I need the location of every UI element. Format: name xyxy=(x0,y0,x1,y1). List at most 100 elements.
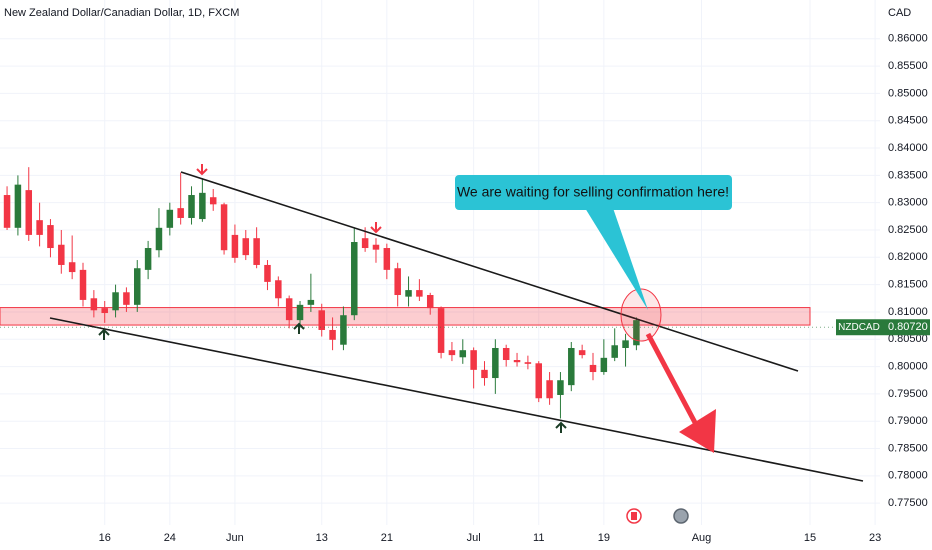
candle-body xyxy=(448,350,456,356)
candle-body xyxy=(426,295,434,309)
y-tick-label: 0.83000 xyxy=(888,197,928,209)
y-tick-label: 0.85000 xyxy=(888,87,928,99)
y-tick-label: 0.84500 xyxy=(888,115,928,127)
candle-body xyxy=(253,238,260,265)
y-tick-label: 0.82000 xyxy=(888,251,928,263)
x-tick-label: Jul xyxy=(467,532,481,544)
candle-body xyxy=(524,362,532,364)
symbol-label: NZDCAD xyxy=(838,322,880,333)
callout-text: We are waiting for selling confirmation … xyxy=(457,184,729,200)
candle-body xyxy=(14,184,22,228)
candle-body xyxy=(79,269,87,300)
candle-body xyxy=(231,234,239,258)
candle-body xyxy=(155,227,163,251)
candle-body xyxy=(47,225,54,249)
y-tick-label: 0.80000 xyxy=(888,360,928,372)
candle-body xyxy=(264,264,271,282)
candle-body xyxy=(199,192,206,220)
candle-body xyxy=(296,304,304,321)
candle-body xyxy=(166,209,174,228)
candle-body xyxy=(416,290,423,297)
candle-body xyxy=(578,350,586,356)
y-tick-label: 0.83500 xyxy=(888,169,928,181)
x-tick-label: 19 xyxy=(598,532,610,544)
candle-body xyxy=(188,195,195,218)
lower-trendline xyxy=(49,317,864,482)
y-tick-label: 0.85500 xyxy=(888,60,928,72)
candle-body xyxy=(36,220,43,235)
callout-box xyxy=(455,175,732,210)
candle-body xyxy=(112,292,119,311)
candle-body xyxy=(351,242,358,316)
y-tick-label: 0.78500 xyxy=(888,442,928,454)
event-icon[interactable] xyxy=(673,508,689,524)
candle-body xyxy=(101,308,108,314)
x-tick-label: 21 xyxy=(381,532,393,544)
candle-body xyxy=(134,268,141,305)
down-arrow xyxy=(370,222,382,234)
y-tick-label: 0.79500 xyxy=(888,388,928,400)
candle-body xyxy=(285,298,293,321)
y-tick-label: 0.79000 xyxy=(888,415,928,427)
candle-body xyxy=(68,262,76,273)
x-tick-label: 11 xyxy=(533,532,544,544)
y-tick-label: 0.81000 xyxy=(888,306,928,318)
y-tick-label: 0.82500 xyxy=(888,224,928,236)
upper-trendline xyxy=(180,171,799,372)
x-tick-label: 23 xyxy=(869,532,881,544)
candle-body xyxy=(437,308,445,353)
candle-body xyxy=(394,268,401,296)
candle-body xyxy=(589,364,597,373)
candle-body xyxy=(459,350,467,358)
candle-body xyxy=(242,238,250,256)
candle-body xyxy=(568,347,575,386)
x-tick-label: 24 xyxy=(164,532,176,544)
candles xyxy=(3,167,640,419)
candle-body xyxy=(90,298,98,311)
candle-body xyxy=(557,380,564,395)
candle-body xyxy=(633,320,640,346)
resistance-zone xyxy=(0,307,811,326)
candle-body xyxy=(307,299,315,305)
candle-body xyxy=(600,357,608,373)
y-tick-label: 0.78000 xyxy=(888,470,928,482)
candle-body xyxy=(611,345,618,358)
candle-body xyxy=(123,292,130,305)
candle-body xyxy=(372,244,380,250)
y-tick-label: 0.84000 xyxy=(888,142,928,154)
axes: 0.86000 0.85500 0.85000 0.84500 0.84000 0.835… xyxy=(0,33,930,544)
candle-body xyxy=(546,380,553,399)
down-arrow xyxy=(196,164,208,176)
last-price-label: 0.80720 xyxy=(888,321,928,333)
up-arrow xyxy=(555,421,567,433)
zone-layer xyxy=(0,307,811,326)
candle-body xyxy=(622,340,629,348)
forecast-arrow-head xyxy=(679,409,716,453)
candle-body xyxy=(177,208,184,218)
x-tick-label: 16 xyxy=(99,532,111,544)
markers xyxy=(98,164,567,433)
y-tick-label: 0.77500 xyxy=(888,497,928,509)
candle-body xyxy=(340,315,347,345)
candle-body xyxy=(329,329,336,340)
y-tick-label: 0.86000 xyxy=(888,33,928,45)
candle-body xyxy=(481,369,488,379)
candle-body xyxy=(492,347,499,379)
x-tick-label: Aug xyxy=(692,532,712,544)
chart-title: New Zealand Dollar/Canadian Dollar, 1D, … xyxy=(4,7,239,19)
candle-body xyxy=(275,280,282,299)
price-tag xyxy=(883,319,930,336)
flag-icon xyxy=(631,512,637,520)
x-tick-label: 15 xyxy=(804,532,816,544)
currency-label: CAD xyxy=(888,7,911,19)
up-arrow xyxy=(98,328,110,340)
candle-body xyxy=(209,197,217,205)
forecast-arrow xyxy=(645,332,703,434)
candle-body xyxy=(318,310,325,330)
candle-body xyxy=(220,204,228,251)
up-arrow xyxy=(293,322,305,334)
symbol-tag xyxy=(836,319,883,336)
candle-body xyxy=(502,347,510,361)
candle-body xyxy=(383,248,391,270)
